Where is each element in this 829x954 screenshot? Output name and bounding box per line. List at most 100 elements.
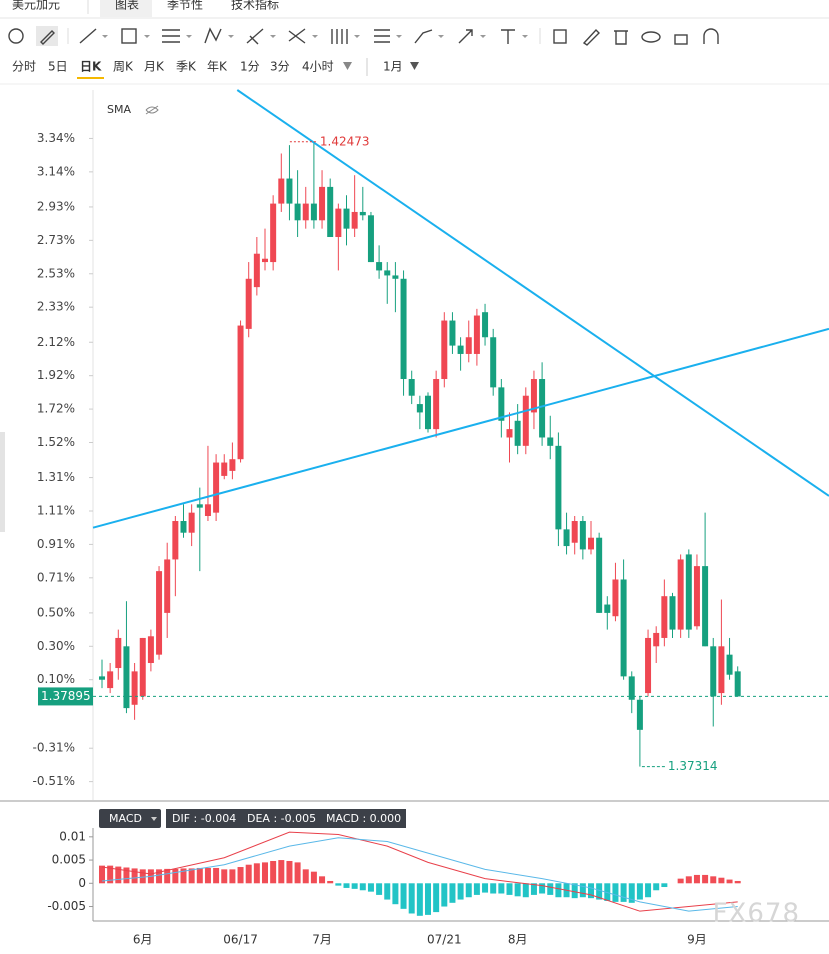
toolbar: [8, 26, 719, 46]
candle-body: [384, 270, 391, 276]
tab[interactable]: 图表: [115, 0, 139, 12]
side-handle[interactable]: [0, 432, 5, 532]
active-underline: [77, 77, 104, 79]
candle-body: [734, 671, 741, 697]
tool-icon[interactable]: [40, 30, 55, 45]
macd-bar: [555, 883, 562, 898]
high-note: 1.42473: [320, 134, 370, 148]
timeframe[interactable]: 5日: [48, 60, 68, 74]
candle-body: [563, 529, 570, 547]
readout-bg: [166, 809, 406, 828]
macd-bar: [514, 883, 521, 897]
macd-bar: [196, 867, 203, 884]
tab[interactable]: 美元加元: [12, 0, 60, 12]
candle-body: [661, 596, 668, 638]
tool-icon[interactable]: [79, 28, 97, 44]
timeframe[interactable]: 年K: [207, 60, 228, 74]
y-tick-label: 0.91%: [37, 537, 75, 551]
candle-body: [702, 566, 709, 647]
candle-body: [237, 325, 244, 460]
tool-icon[interactable]: [374, 29, 390, 43]
tool-icon[interactable]: [331, 29, 348, 44]
tool-icon[interactable]: [162, 29, 180, 43]
tool-icon[interactable]: [614, 30, 628, 45]
y-tick-label: 3.34%: [37, 131, 75, 145]
tool-icon[interactable]: [246, 28, 264, 45]
macd-bar: [310, 871, 317, 884]
indicator-label: SMA: [107, 103, 131, 116]
macd-bar: [441, 883, 448, 907]
macd-bar: [702, 874, 709, 884]
x-tick-label: 07/21: [427, 933, 462, 947]
macd-bar: [620, 883, 627, 902]
timeframe[interactable]: 周K: [113, 60, 134, 74]
macd-bar: [653, 883, 660, 891]
y-tick-label: 2.33%: [37, 300, 75, 314]
tool-icon[interactable]: [582, 28, 600, 46]
y-tick-label: 0.50%: [37, 605, 75, 619]
tool-icon[interactable]: [458, 29, 473, 44]
tool-icon[interactable]: [204, 27, 222, 44]
tab[interactable]: 技术指标: [231, 0, 279, 12]
trendline: [92, 327, 829, 529]
timeframe[interactable]: 分时: [12, 60, 36, 74]
candle-body: [514, 420, 521, 446]
macd-bar: [645, 883, 652, 898]
macd-bar: [115, 866, 122, 884]
candle-body: [433, 379, 440, 430]
candle-body: [408, 379, 415, 396]
macd-bar: [327, 880, 334, 884]
readout: DIF : -0.004: [172, 812, 236, 825]
indicator-name[interactable]: MACD: [109, 812, 142, 825]
dropdown-caret[interactable]: [343, 62, 352, 70]
candle-body: [710, 646, 717, 697]
tool-icon[interactable]: [414, 29, 433, 44]
tab-bar: [0, 0, 829, 18]
candle-body: [718, 646, 725, 694]
candles: [99, 141, 741, 767]
candle-body: [539, 379, 546, 438]
y-tick-label: 1.92%: [37, 368, 75, 382]
tool-icon[interactable]: [703, 28, 719, 44]
dropdown-caret: [151, 817, 157, 821]
candle-body: [473, 315, 480, 354]
y-tick-label: 1.52%: [37, 435, 75, 449]
candle-body: [262, 258, 268, 263]
timeframe-active[interactable]: 日K: [80, 60, 102, 74]
tool-icon[interactable]: [501, 29, 515, 44]
candle-body: [221, 462, 228, 476]
y-tick-label: 0.01: [59, 829, 86, 843]
indicator-select[interactable]: [99, 809, 161, 828]
tool-icon[interactable]: [641, 31, 661, 43]
macd-bar: [416, 883, 423, 916]
visibility-icon[interactable]: [145, 105, 159, 115]
timeframe[interactable]: 1分: [240, 60, 260, 74]
macd-bar: [302, 869, 309, 884]
tool-icon[interactable]: [8, 28, 24, 44]
candle-body: [180, 521, 187, 533]
macd-bar: [408, 883, 415, 914]
tool-icon[interactable]: [674, 34, 688, 45]
macd-bar: [180, 868, 187, 884]
macd-bar: [449, 883, 456, 903]
tool-icon[interactable]: [288, 28, 306, 44]
macd-bar: [588, 883, 594, 899]
timeframe[interactable]: 4小时: [302, 60, 334, 74]
timeframe[interactable]: 季K: [176, 60, 197, 74]
tab[interactable]: 季节性: [167, 0, 203, 12]
macd-bar: [571, 883, 578, 899]
timeframe[interactable]: 3分: [270, 60, 290, 74]
candle-body: [351, 211, 358, 229]
timeframe[interactable]: 月K: [144, 60, 165, 74]
candle-body: [555, 445, 562, 530]
tool-icon[interactable]: [121, 28, 137, 44]
tool-icon[interactable]: [553, 29, 567, 44]
period[interactable]: 1月: [383, 60, 403, 74]
y-tick-label: 0.10%: [37, 672, 75, 686]
macd-bar: [367, 883, 374, 892]
macd-bar: [628, 883, 635, 903]
dropdown-caret[interactable]: [410, 62, 419, 70]
macd-bar: [270, 860, 277, 884]
candle-body: [498, 387, 505, 421]
